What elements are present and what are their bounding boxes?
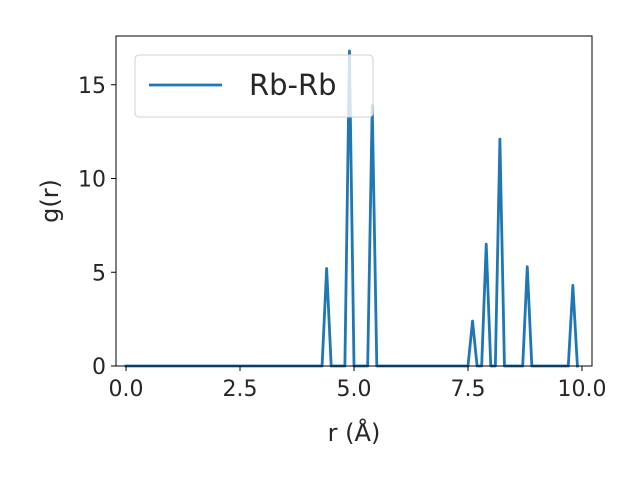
y-tick-label: 10 xyxy=(78,168,106,193)
y-axis-label: g(r) xyxy=(36,179,64,223)
x-tick-label: 2.5 xyxy=(223,377,258,402)
y-tick-label: 0 xyxy=(92,355,106,380)
legend-entry-rb-rb: Rb-Rb xyxy=(249,68,337,102)
legend: Rb-Rb xyxy=(134,54,374,118)
x-tick-label: 0.0 xyxy=(109,377,144,402)
x-axis-label: r (Å) xyxy=(328,418,381,447)
x-tick-label: 10.0 xyxy=(557,377,606,402)
axes-layer: 0.0 2.5 5.0 7.5 10.0 0 5 10 15 xyxy=(78,35,606,402)
y-tick-label: 5 xyxy=(92,261,106,286)
legend-frame xyxy=(134,54,374,118)
x-tick-label: 5.0 xyxy=(337,377,372,402)
y-tick-label: 15 xyxy=(78,74,106,99)
x-tick-label: 7.5 xyxy=(450,377,485,402)
